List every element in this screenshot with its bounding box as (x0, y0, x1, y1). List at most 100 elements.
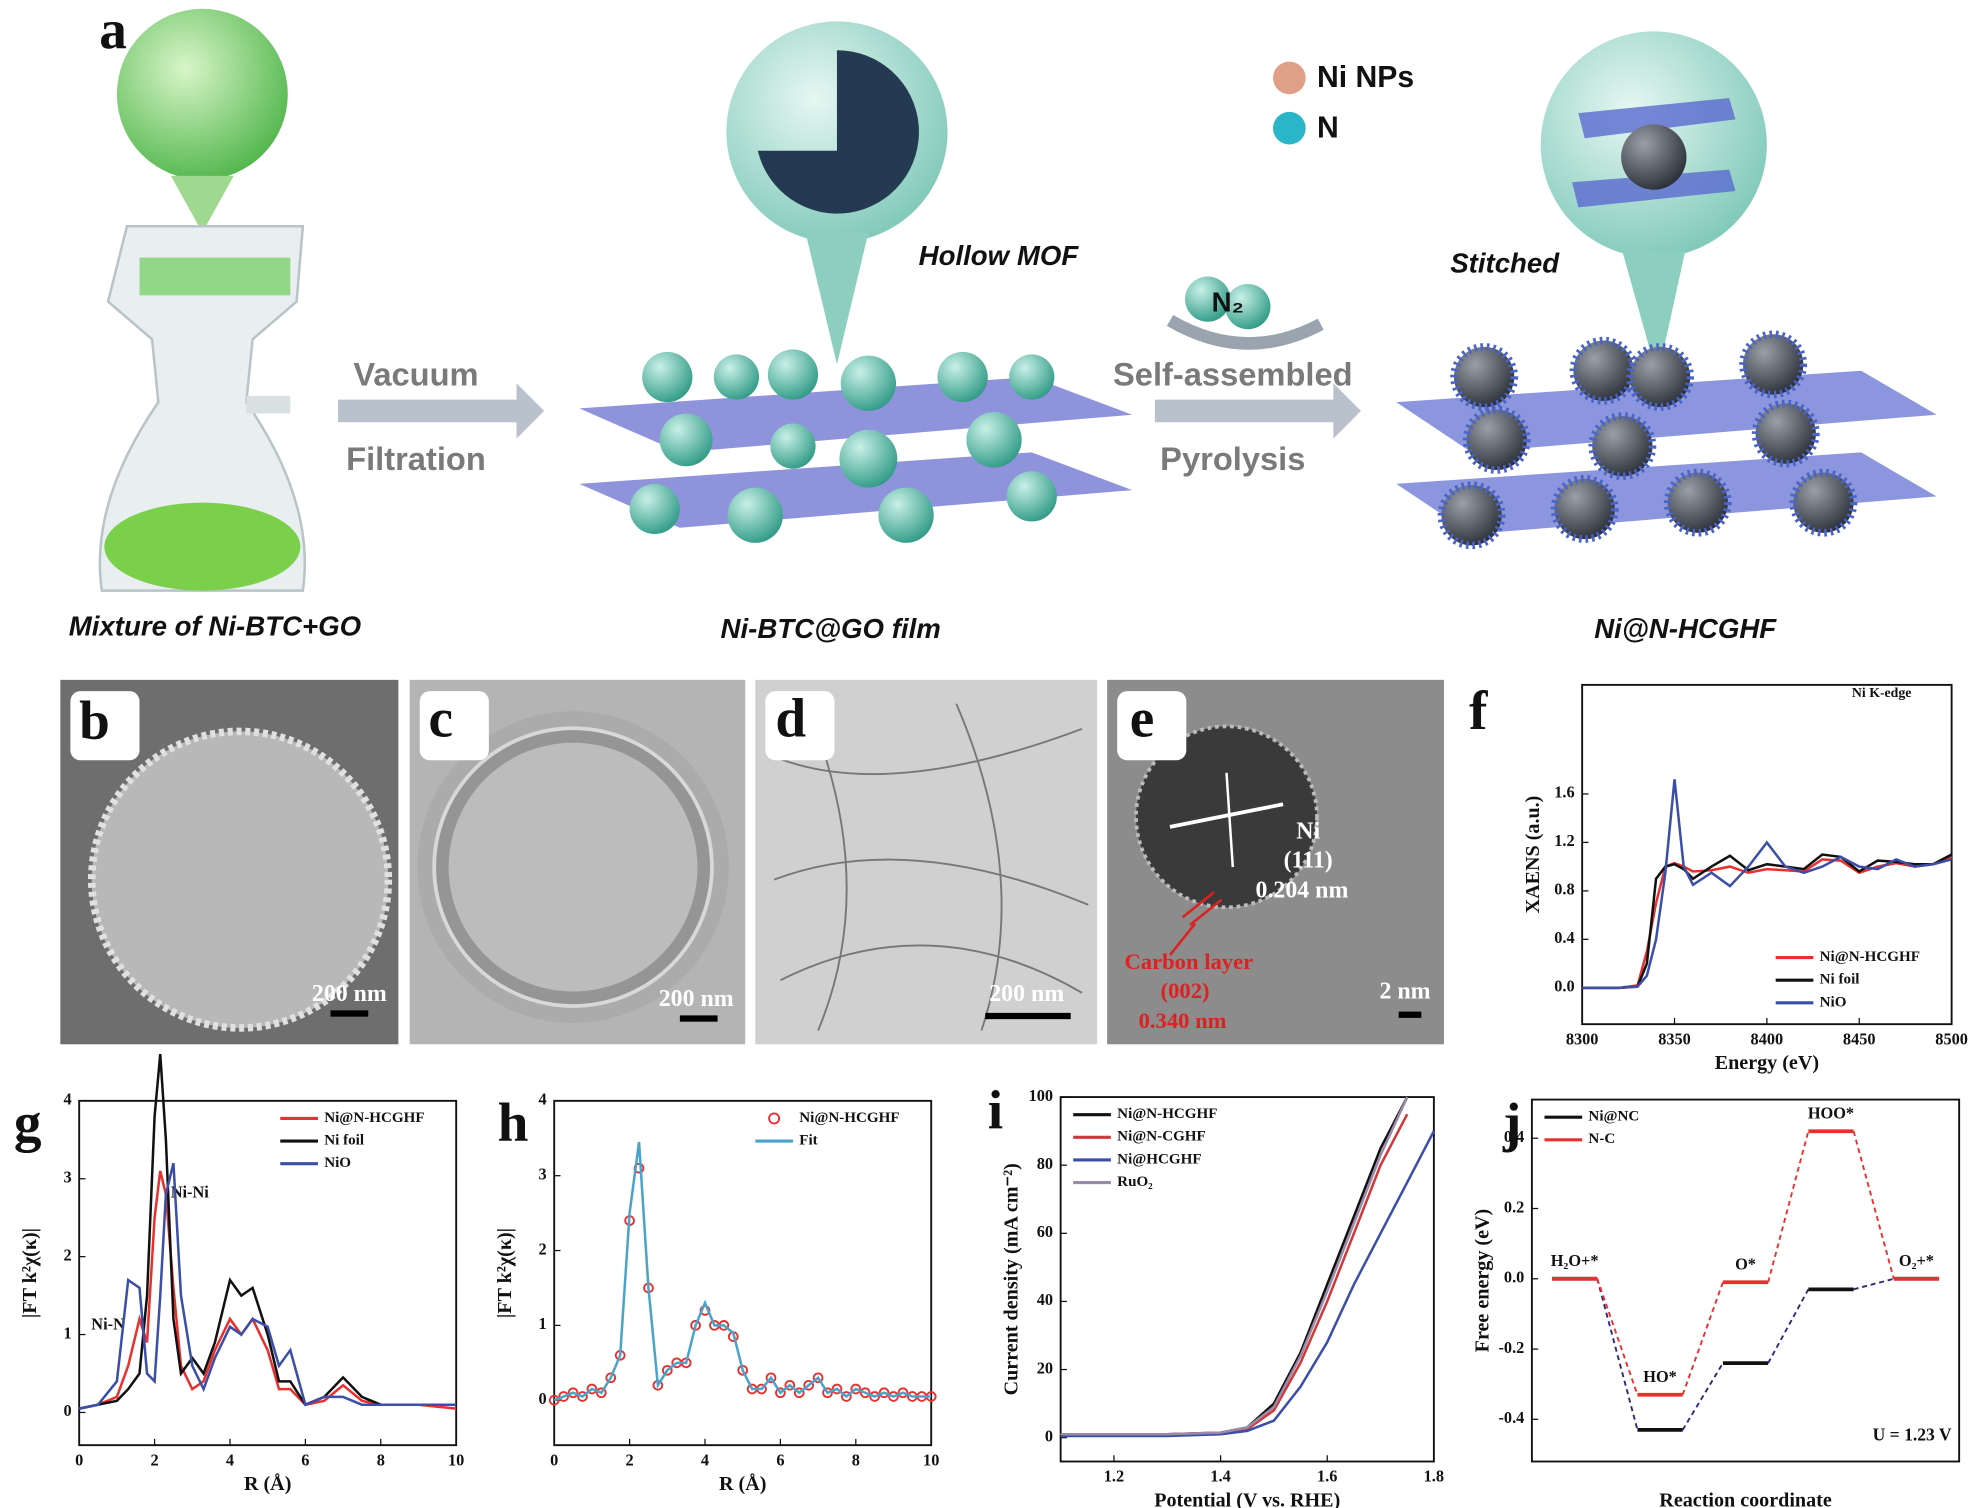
arrow (338, 383, 545, 439)
state-label: O* (1735, 1255, 1756, 1274)
x-axis-label: Potential (V vs. RHE) (1154, 1489, 1340, 1508)
series-line (78, 1053, 457, 1410)
x-axis-label: Reaction coordinate (1659, 1489, 1832, 1508)
connector (1852, 1130, 1895, 1280)
x-tick-label: 10 (923, 1450, 939, 1469)
legend-label: Ni foil (1820, 972, 1860, 988)
legend-label: Ni@N-HCGHF (799, 1110, 899, 1126)
state-label: O₂+* (1899, 1251, 1934, 1270)
y-tick-label: 60 (1037, 1222, 1053, 1241)
legend-label: Ni@N-HCGHF (1117, 1106, 1217, 1122)
marker (775, 1387, 786, 1399)
caption: Ni@N-HCGHF (1594, 613, 1777, 644)
mof-spheres (629, 349, 1057, 543)
step-label: Self-assembled (1113, 356, 1353, 393)
legend-label: NiO (324, 1155, 351, 1171)
x-tick-label: 6 (301, 1450, 309, 1469)
label: Hollow MOF (919, 240, 1080, 271)
annotation: (111) (1284, 848, 1333, 874)
scale-bar (985, 1012, 1071, 1020)
connector (1767, 1288, 1810, 1364)
annotation: Ni-Ni (171, 1183, 210, 1202)
x-tick-label: 0 (550, 1450, 558, 1469)
marker (567, 1387, 579, 1399)
marker (661, 1364, 673, 1376)
annotation: Carbon layer (1124, 949, 1253, 974)
x-axis-label: R (Å) (719, 1472, 766, 1495)
series-line (78, 1162, 457, 1410)
y-axis-label: XAENS (a.u.) (1522, 796, 1544, 914)
legend-label: Ni@N-HCGHF (1820, 949, 1920, 965)
marker (869, 1391, 880, 1402)
marker (586, 1383, 598, 1395)
y-tick-label: 1.6 (1554, 783, 1574, 802)
series-line (1060, 1130, 1435, 1438)
series-line (1582, 853, 1953, 990)
y-axis-label: |FT k²χ(κ)| (19, 1228, 41, 1318)
marker (784, 1379, 796, 1391)
scale-label: 200 nm (659, 986, 734, 1012)
x-tick-label: 8450 (1843, 1029, 1876, 1048)
panel-letter: j (1502, 1092, 1521, 1153)
scale-label: 2 nm (1379, 978, 1430, 1004)
pointer (1168, 922, 1197, 956)
arrow (1166, 315, 1324, 350)
annotation: 0.340 nm (1139, 1008, 1227, 1033)
sheet (1396, 370, 1937, 453)
y-axis-label: |FT k²χ(κ)| (494, 1228, 516, 1318)
scale-bar (679, 1015, 718, 1022)
plot-frame (1059, 1096, 1435, 1463)
chart: 0.0 0.4 0.8 1.2 1.6 8300 8350 8400 8450 8500 Energ… (1522, 683, 1968, 1074)
y-tick-label: 0 (1045, 1426, 1053, 1445)
y-tick-label: -0.2 (1498, 1338, 1524, 1357)
plot-frame (1581, 683, 1953, 1026)
legend-marker (768, 1112, 781, 1125)
y-tick-label: 1.2 (1554, 831, 1574, 850)
pointer (170, 175, 234, 233)
panel-letter: h (498, 1092, 529, 1153)
marker (859, 1387, 871, 1399)
sheet (579, 377, 1133, 453)
chart: -0.4 -0.2 0.0 0.2 0.4 Reaction coordinate Free… (1472, 1098, 1961, 1508)
marker (850, 1383, 862, 1395)
label: Stitched (1450, 247, 1560, 278)
plot-frame (78, 1099, 458, 1447)
x-tick-label: 1.8 (1424, 1467, 1444, 1486)
x-axis-label: Energy (eV) (1715, 1052, 1819, 1074)
marker (897, 1387, 909, 1399)
x-tick-label: 6 (776, 1450, 784, 1469)
legend-label: RuO₂ (1117, 1174, 1153, 1190)
connector (1681, 1281, 1724, 1396)
y-tick-label: -0.4 (1498, 1408, 1524, 1427)
connector (1596, 1278, 1639, 1396)
y-tick-label: 1 (538, 1314, 546, 1333)
lattice-line (1225, 772, 1235, 868)
y-tick-label: 0.8 (1554, 880, 1574, 899)
marker (595, 1387, 607, 1399)
panel-letter: e (1130, 688, 1155, 749)
series-line (1582, 855, 1953, 990)
lattice-line (1189, 898, 1223, 926)
legend-label: Ni foil (324, 1133, 364, 1149)
connector (1681, 1362, 1724, 1431)
y-tick-label: 0.0 (1504, 1268, 1524, 1287)
chart: 0 1 2 3 4 0 2 4 6 8 10 R (Å) |FT k²χ(κ)| Ni-Ni Ni-N Ni@… (19, 1053, 464, 1495)
marker (888, 1391, 899, 1402)
legend-text: Ni NPs (1317, 61, 1414, 94)
x-tick-label: 1.6 (1317, 1467, 1337, 1486)
sheet (1578, 98, 1736, 139)
stitched-spheres (1437, 330, 1858, 550)
y-tick-label: 2 (538, 1239, 546, 1258)
sphere (87, 727, 393, 1032)
caption: Mixture of Ni-BTC+GO (69, 611, 362, 642)
panel-letter: i (988, 1080, 1003, 1141)
panel-letters: a b c d e f g h i j (14, 0, 1522, 1153)
scale-bar (1398, 1011, 1422, 1018)
annotation: Ni-N (91, 1315, 125, 1334)
marker (878, 1387, 890, 1399)
legend-n (1273, 111, 1306, 145)
flask (98, 224, 307, 592)
y-tick-label: 2 (63, 1245, 71, 1264)
y-tick-label: 20 (1037, 1358, 1053, 1377)
